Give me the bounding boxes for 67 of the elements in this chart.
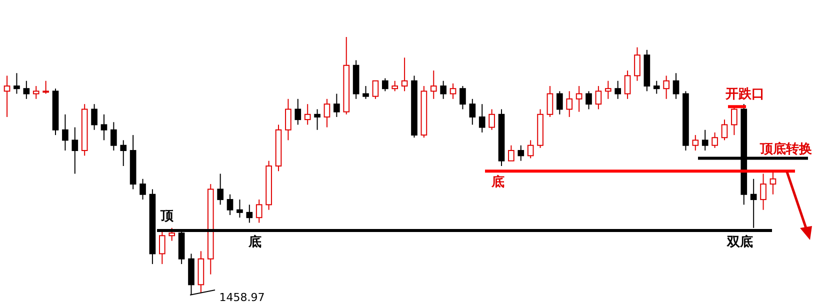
candlestick <box>770 170 776 195</box>
candlestick <box>304 104 311 126</box>
candlestick <box>430 70 437 100</box>
candlestick <box>672 72 680 100</box>
candlestick <box>604 80 612 100</box>
candlestick <box>401 57 408 92</box>
candlestick <box>120 140 127 166</box>
candlestick <box>32 86 40 100</box>
candlestick <box>760 173 766 210</box>
candlestick <box>634 46 640 82</box>
candlestick <box>624 70 631 100</box>
candlestick <box>692 134 699 152</box>
candlestick <box>614 80 622 100</box>
candlestick <box>702 129 708 152</box>
annotation: 1458.97 <box>219 291 265 302</box>
candlestick <box>518 144 524 162</box>
candlestick <box>110 122 117 152</box>
candlestick <box>576 86 582 112</box>
candlestick <box>23 80 30 100</box>
candlestick <box>382 78 388 92</box>
candlestick <box>62 114 68 152</box>
candlestick <box>566 90 573 118</box>
candlestick <box>460 86 466 110</box>
candlestick <box>72 126 78 174</box>
candlestick <box>158 230 166 265</box>
candlestick <box>285 98 292 141</box>
candlestick <box>721 119 728 141</box>
ref-line-label: 顶底转换 <box>759 141 812 157</box>
candlestick <box>731 106 738 136</box>
ref-line-label: 底 <box>248 234 262 250</box>
candlestick <box>469 98 476 126</box>
candlestick <box>372 80 379 100</box>
candlestick <box>488 108 495 130</box>
candlestick <box>236 199 243 218</box>
candlestick <box>478 104 486 133</box>
candlestick <box>392 80 398 92</box>
candlestick <box>440 80 446 100</box>
candlestick <box>712 132 718 148</box>
candlestick <box>294 98 302 126</box>
candlestick <box>334 93 340 118</box>
candlestick <box>168 227 176 242</box>
annotation: 顶 <box>160 209 174 224</box>
candlestick <box>586 90 592 110</box>
candlestick <box>663 75 670 100</box>
candlestick <box>42 80 49 94</box>
candlestick <box>226 194 234 216</box>
candlestick <box>246 204 253 224</box>
annotation: 双底 <box>726 234 753 250</box>
candlestick <box>314 108 320 130</box>
candlestick <box>362 86 369 100</box>
candlestick <box>450 82 456 100</box>
candlestick <box>324 98 330 128</box>
candlestick <box>140 178 146 200</box>
candlestick <box>14 72 20 94</box>
candlestick <box>556 90 563 115</box>
ref-line-label: 底 <box>490 174 504 190</box>
candlestick <box>595 86 602 110</box>
candlestick <box>91 104 98 130</box>
ref-line-label: 开跌口 <box>724 87 764 102</box>
candlestick <box>653 80 660 94</box>
candlestick <box>256 199 262 224</box>
candlestick <box>508 144 514 162</box>
candlestick <box>4 75 10 118</box>
candlestick <box>100 114 108 141</box>
candlestick <box>527 140 534 159</box>
candlestick <box>217 173 224 206</box>
candlestick <box>546 86 554 118</box>
